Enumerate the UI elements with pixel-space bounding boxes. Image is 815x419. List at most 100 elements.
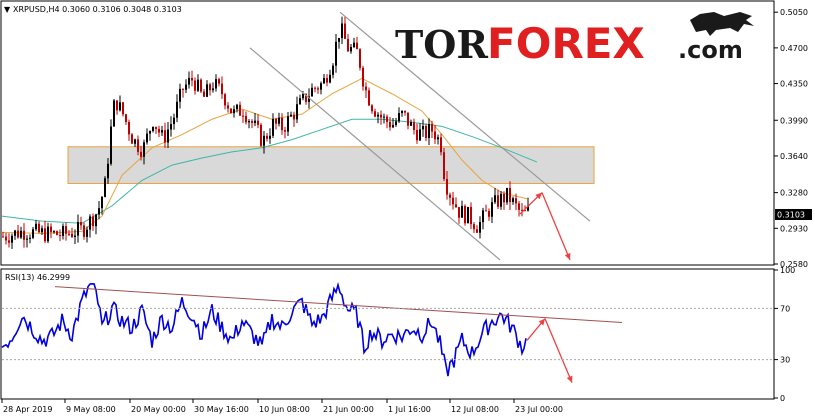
price-forecast-arrow-head <box>535 192 542 200</box>
bull-icon <box>690 12 754 36</box>
candle-body <box>344 23 346 39</box>
candle-body <box>353 42 355 48</box>
candle-body <box>197 79 199 91</box>
candle-body <box>152 126 154 131</box>
candle-body <box>194 80 196 91</box>
candle-body <box>77 222 79 236</box>
candle-body <box>161 130 163 133</box>
candle-body <box>125 114 127 123</box>
candle-body <box>452 197 454 205</box>
candle-body <box>383 116 385 118</box>
candle-body <box>176 101 178 118</box>
candle-body <box>464 205 466 224</box>
candle-body <box>326 78 328 83</box>
candle-body <box>164 130 166 143</box>
channel-line <box>249 47 501 261</box>
candle-body <box>233 109 235 114</box>
candle-body <box>26 238 28 240</box>
candle-body <box>158 128 160 133</box>
candle-body <box>284 130 286 132</box>
candle-body <box>416 129 418 141</box>
candle-body <box>137 139 139 152</box>
time-axis: 28 Apr 2019 9 May 08:00 20 May 00:00 30 May… <box>1 399 563 414</box>
candle-body <box>404 110 406 113</box>
candle-body <box>491 202 493 217</box>
candle-body <box>497 195 499 207</box>
candle-body <box>290 114 292 117</box>
candle-body <box>53 231 55 233</box>
chart-header-label: XRPUSD,H4 0.3060 0.3106 0.3048 0.3103 <box>13 5 182 14</box>
candle-body <box>392 125 394 128</box>
candle-body <box>188 77 190 85</box>
candle-body <box>332 65 334 75</box>
candle-body <box>446 178 448 195</box>
price-tick-label: 0.2580 <box>780 260 808 269</box>
candle-body <box>458 207 460 218</box>
time-tick-label: 9 May 08:00 <box>66 405 116 414</box>
candle-body <box>221 83 223 95</box>
candle-body <box>461 205 463 218</box>
channel-line <box>339 11 591 222</box>
price-tick-label: 0.3280 <box>780 189 808 198</box>
price-tick-label: 0.4700 <box>780 44 808 53</box>
candle-body <box>11 235 13 243</box>
candle-body <box>146 133 148 143</box>
candle-body <box>341 23 343 38</box>
candle-body <box>329 74 331 83</box>
candle-body <box>407 112 409 126</box>
candle-body <box>377 114 379 117</box>
candlestick-series <box>2 16 529 250</box>
price-tick-label: 0.5050 <box>780 8 808 17</box>
price-axis: 0.5050 0.4700 0.4350 0.3990 0.3640 0.3280 0.29… <box>2 8 808 403</box>
candle-body <box>425 125 427 138</box>
candle-body <box>266 135 268 139</box>
candle-body <box>410 122 412 126</box>
candle-body <box>251 121 253 123</box>
candle-body <box>56 231 58 236</box>
candle-body <box>107 163 109 179</box>
candle-body <box>260 124 262 146</box>
candle-body <box>359 49 361 68</box>
candle-body <box>287 116 289 132</box>
candle-body <box>371 105 373 112</box>
candle-body <box>230 108 232 114</box>
torforex-logo: TOR FOREX .com <box>395 12 754 68</box>
candle-body <box>470 206 472 225</box>
candle-body <box>314 87 316 89</box>
price-tick-label: 0.3640 <box>780 152 808 161</box>
candle-body <box>374 111 376 117</box>
candle-body <box>155 126 157 129</box>
candle-body <box>38 223 40 233</box>
candle-body <box>71 233 73 237</box>
candle-body <box>527 205 529 211</box>
rsi-tick-label: 30 <box>780 356 790 365</box>
candle-body <box>47 226 49 242</box>
symbol-dropdown-icon[interactable]: ▼ <box>4 5 11 14</box>
rsi-header-label: RSI(13) 46.2999 <box>5 273 70 282</box>
forecast-arrows <box>519 192 573 383</box>
candle-body <box>68 233 70 235</box>
candle-body <box>17 230 19 238</box>
candle-body <box>524 210 526 212</box>
candle-body <box>269 135 271 139</box>
candle-body <box>362 67 364 87</box>
candle-body <box>215 79 217 89</box>
candle-body <box>179 88 181 102</box>
rsi-forecast-arrow <box>544 318 573 383</box>
time-tick-label: 20 May 00:00 <box>131 405 186 414</box>
candle-body <box>395 121 397 126</box>
price-tick-label: 0.4350 <box>780 80 808 89</box>
logo-part-forex: FOREX <box>487 19 645 68</box>
candle-body <box>2 236 4 238</box>
candle-body <box>401 110 403 114</box>
candle-body <box>509 187 511 203</box>
price-forecast-arrow <box>541 192 571 261</box>
candle-body <box>305 93 307 102</box>
candle-body <box>500 193 502 207</box>
candle-body <box>473 224 475 230</box>
candle-body <box>236 104 238 110</box>
candle-body <box>302 93 304 99</box>
candle-body <box>200 79 202 92</box>
current-price-label: 0.3103 <box>777 211 805 220</box>
